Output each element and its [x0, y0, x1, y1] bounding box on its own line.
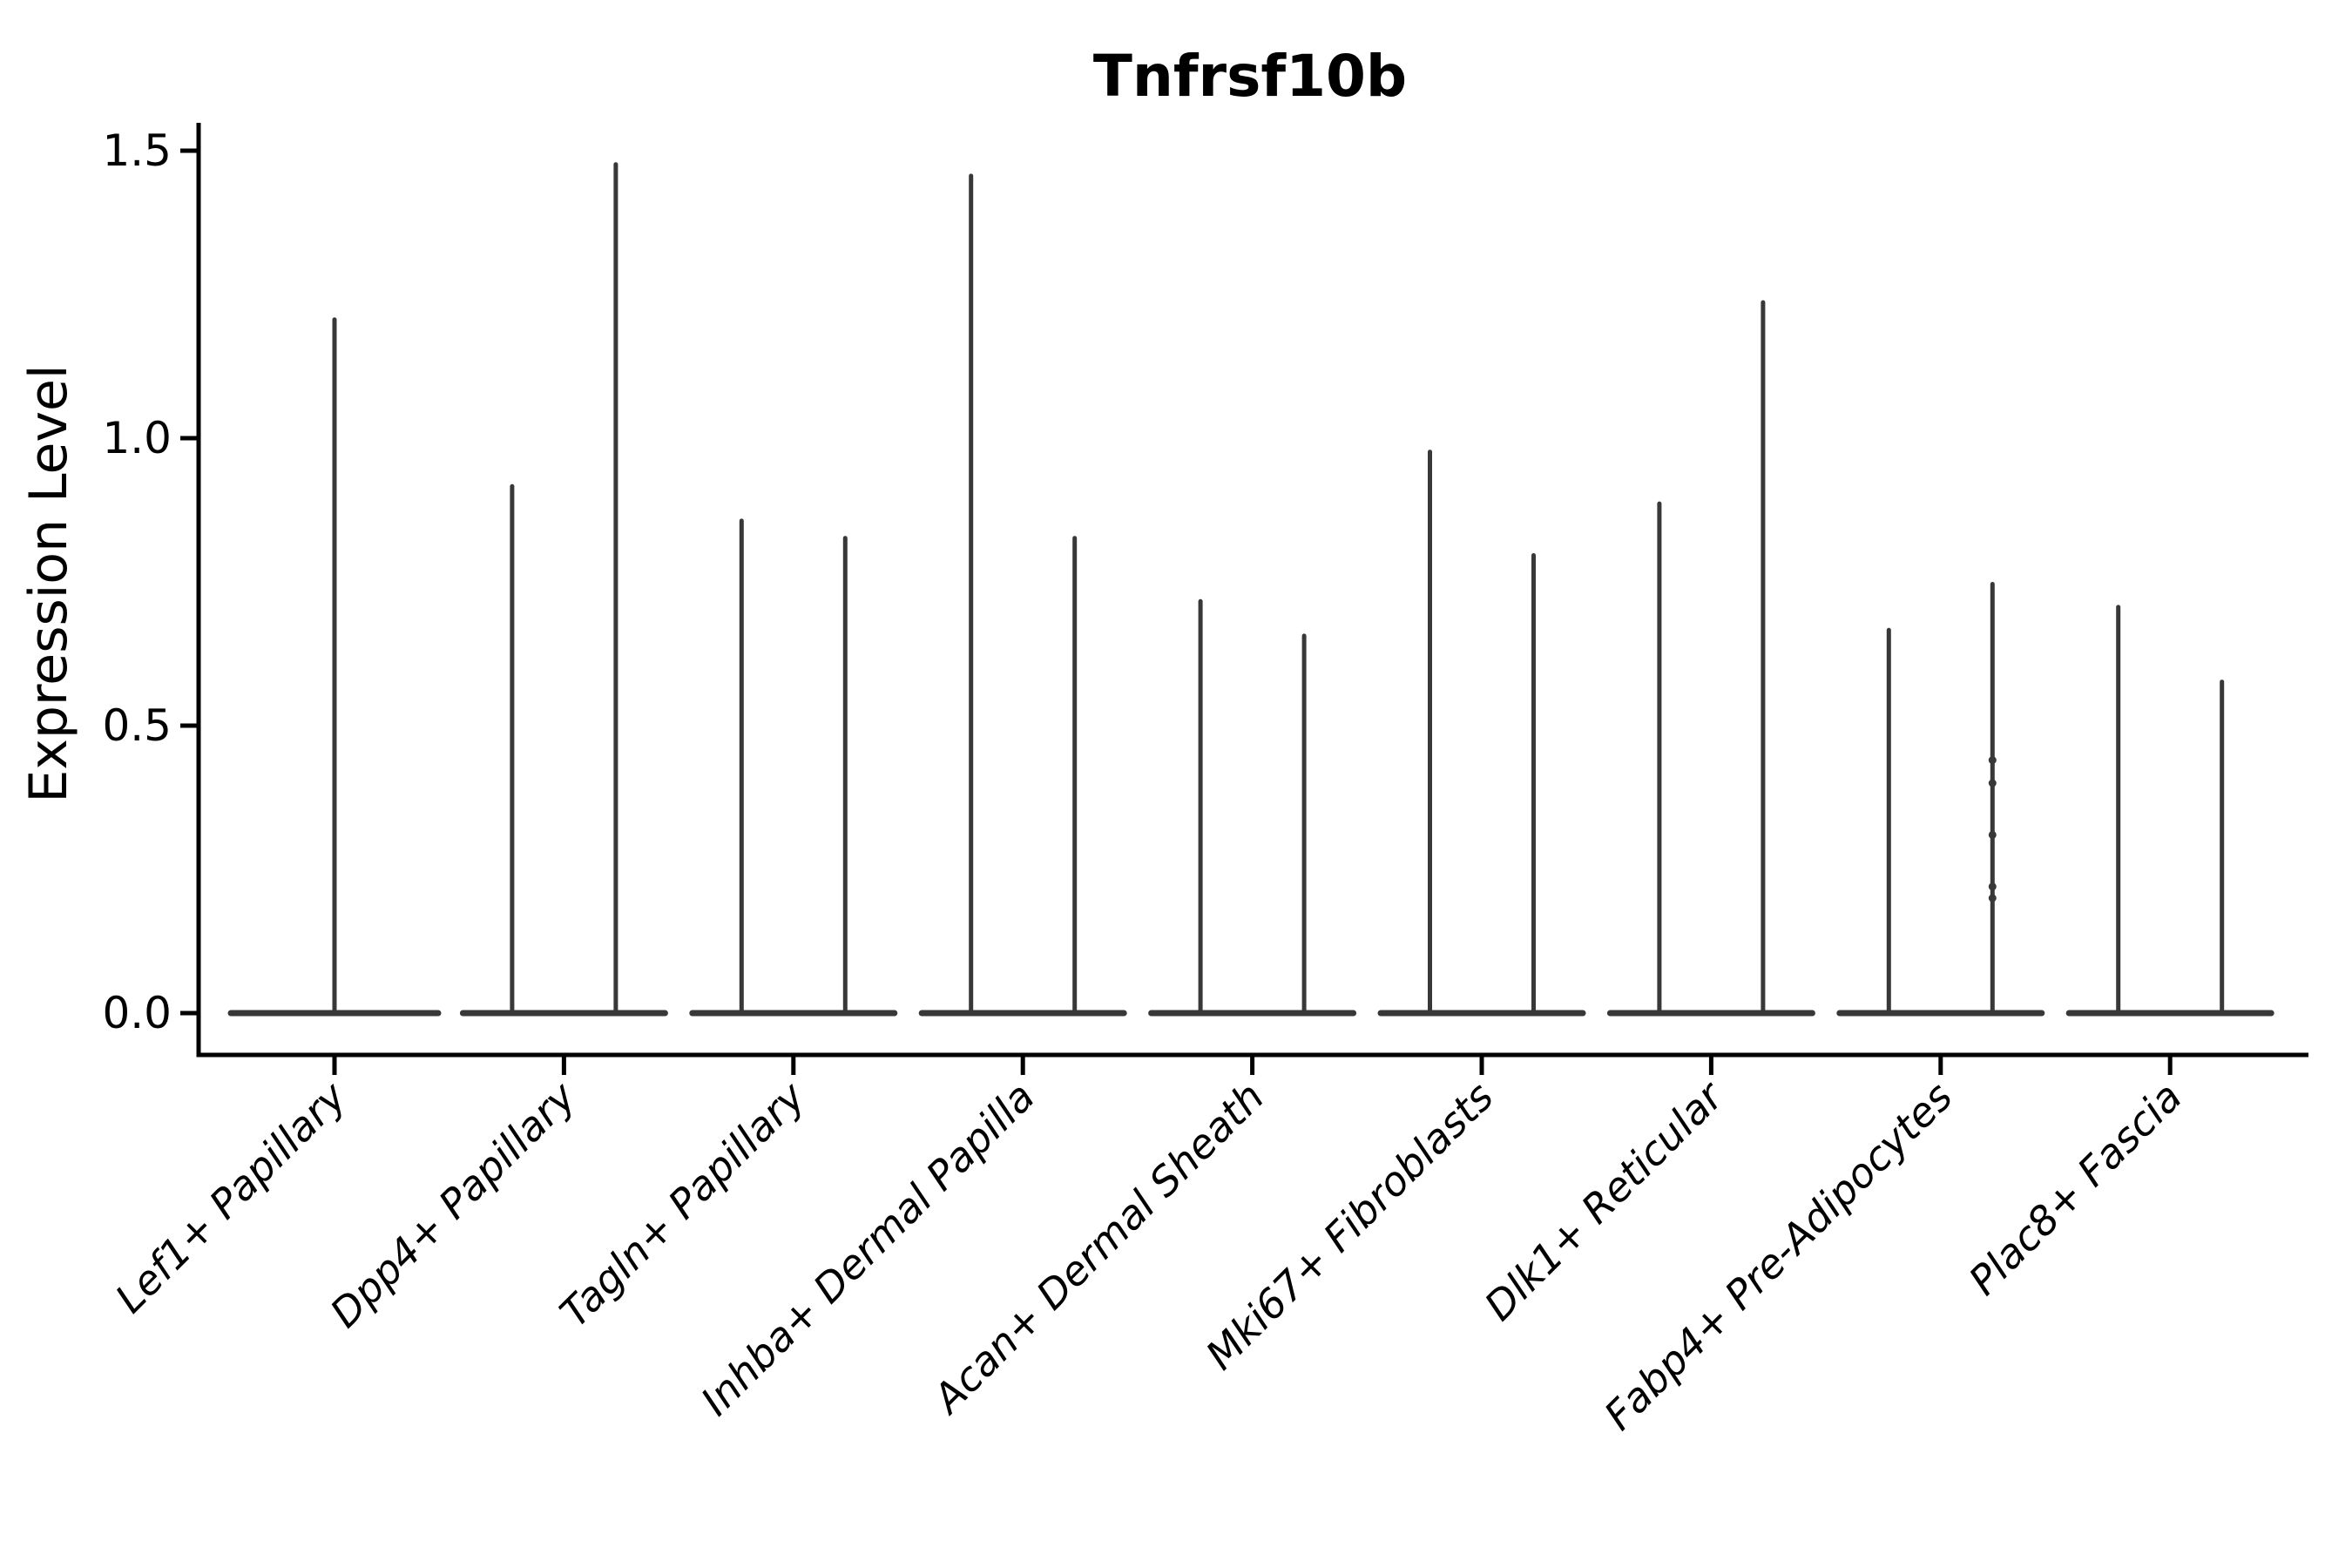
- y-tick-label: 1.0: [102, 413, 172, 463]
- jitter-point: [1988, 779, 1997, 787]
- y-tick-label: 0.5: [102, 700, 172, 751]
- x-tick-label: Tagln+ Papillary: [551, 1072, 814, 1336]
- violin-group: [1377, 449, 1586, 1017]
- x-tick-label: Dlk1+ Reticular: [1476, 1071, 1734, 1329]
- violin-group: [227, 317, 442, 1017]
- violin-group: [918, 173, 1127, 1017]
- x-tick-label: Dpp4+ Papillary: [321, 1072, 585, 1336]
- jitter-point: [1988, 756, 1997, 765]
- violins-layer: [227, 162, 2274, 1017]
- y-axis-label: Expression Level: [18, 364, 79, 802]
- jitter-point: [1988, 882, 1997, 891]
- violin-group: [2065, 605, 2274, 1017]
- x-tick-label: Lef1+ Papillary: [106, 1072, 355, 1321]
- x-tick-label: Plac8+ Fascia: [1960, 1073, 2191, 1304]
- violin-group: [459, 162, 668, 1017]
- y-tick-label: 0.0: [102, 988, 172, 1038]
- chart-title: Tnfrsf10b: [1093, 43, 1407, 110]
- violin-group: [1148, 598, 1357, 1017]
- violin-group: [1836, 582, 2045, 1017]
- violin-group: [689, 518, 898, 1017]
- violin-group: [1606, 300, 1815, 1017]
- jitter-point: [1988, 830, 1997, 839]
- jitter-point: [1988, 894, 1997, 902]
- y-tick-label: 1.5: [102, 125, 172, 176]
